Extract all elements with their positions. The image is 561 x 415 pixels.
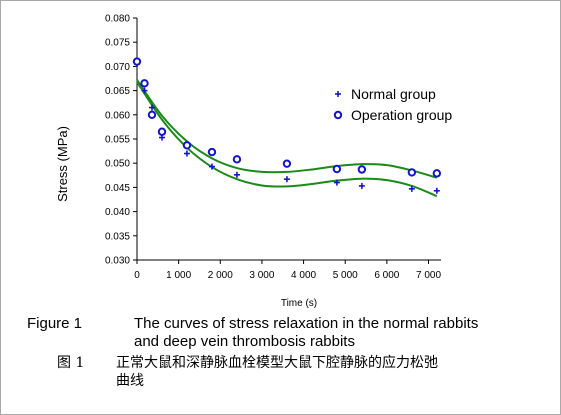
x-tick-label: 3 000 — [249, 270, 274, 281]
normal-group-point — [233, 171, 240, 178]
legend: Normal group Operation group — [333, 86, 452, 123]
caption-figure-label-cn: 图 1 — [57, 355, 85, 371]
normal-group-point — [141, 87, 148, 94]
y-tick-label: 0.070 — [105, 62, 130, 73]
caption-text-en-line1: The curves of stress relaxation in the n… — [134, 315, 479, 332]
normal-group-point — [283, 176, 290, 183]
normal-group-point — [333, 179, 340, 186]
operation-group-point — [147, 110, 157, 120]
caption-text-cn-line2: 曲线 — [116, 373, 144, 389]
y-tick-label: 0.080 — [105, 14, 130, 25]
operation-group-legend-marker — [333, 110, 343, 120]
y-axis-label: Stress (MPa) — [55, 126, 70, 202]
x-axis: 0 1 000 2 000 3 000 4 000 5 000 6 000 7 000 — [134, 259, 441, 281]
y-axis: 0.030 0.035 0.040 0.045 0.050 0.055 0.060 0.065… — [105, 14, 138, 267]
x-tick-label: 0 — [134, 270, 140, 281]
x-tick-label: 5 000 — [333, 270, 358, 281]
y-tick-label: 0.030 — [105, 256, 130, 267]
normal-group-legend-label: Normal group — [351, 86, 436, 102]
data-points — [132, 57, 442, 194]
normal-group-legend-marker — [335, 91, 341, 97]
x-tick-label: 7 000 — [416, 270, 441, 281]
normal-group-point — [358, 182, 365, 189]
operation-group-point — [182, 141, 192, 150]
caption-text-cn-line1: 正常大鼠和深静脉血栓模型大鼠下腔静脉的应力松弛 — [116, 355, 438, 371]
operation-group-point — [157, 127, 167, 136]
normal-group-point — [208, 163, 215, 170]
operation-group-point — [282, 159, 292, 168]
normal-group-point — [148, 104, 155, 111]
normal-group-point — [183, 150, 190, 157]
y-tick-label: 0.040 — [105, 207, 130, 218]
operation-group-point — [357, 165, 367, 174]
operation-group-point — [232, 155, 242, 164]
operation-group-point — [407, 168, 417, 177]
operation-group-point — [140, 79, 149, 88]
y-tick-label: 0.050 — [105, 159, 130, 170]
y-tick-label: 0.055 — [105, 135, 130, 146]
caption-figure-label-en: Figure 1 — [27, 315, 83, 332]
normal-group-point — [408, 185, 415, 192]
y-tick-label: 0.045 — [105, 183, 130, 194]
operation-group-point — [332, 164, 342, 174]
operation-group-point — [207, 147, 217, 157]
operation-group-legend-label: Operation group — [351, 107, 452, 123]
x-axis-label: Time (s) — [281, 298, 317, 309]
y-tick-label: 0.035 — [105, 231, 130, 242]
normal-group-point — [433, 187, 440, 194]
x-tick-label: 6 000 — [374, 270, 399, 281]
y-tick-label: 0.065 — [105, 86, 130, 97]
stress-relaxation-chart: 0.030 0.035 0.040 0.045 0.050 0.055 0.060 0.065… — [55, 14, 452, 310]
caption-text-en-line2: and deep vein thrombosis rabbits — [134, 333, 355, 350]
x-tick-label: 2 000 — [208, 270, 233, 281]
x-tick-label: 4 000 — [291, 270, 316, 281]
y-tick-label: 0.060 — [105, 110, 130, 121]
operation-group-point — [432, 169, 442, 178]
x-tick-label: 1 000 — [166, 270, 191, 281]
y-tick-label: 0.075 — [105, 38, 130, 49]
operation-group-point — [132, 57, 142, 66]
